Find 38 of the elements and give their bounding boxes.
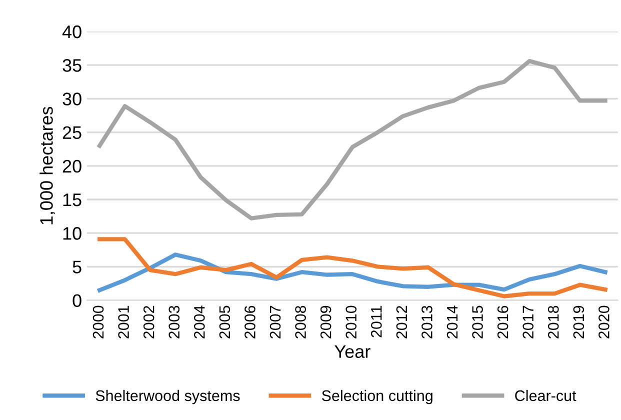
y-tick-label: 30: [62, 92, 82, 106]
x-tick-label: 2009: [320, 306, 332, 338]
x-tick-label: 2018: [548, 306, 559, 338]
x-tick-label: 2006: [244, 306, 256, 338]
y-tick-label: 10: [63, 227, 82, 240]
y-tick-label: 40: [62, 25, 82, 38]
y-tick-label: 0: [72, 294, 82, 308]
x-tick-label: 2011: [370, 306, 382, 338]
y-tick-label: 20: [62, 160, 82, 173]
x-tick-label: 2003: [168, 306, 180, 338]
x-tick-label: 2002: [143, 306, 154, 338]
legend-label: Selection cutting: [322, 390, 432, 404]
y-tick-label: 5: [72, 260, 82, 274]
y-tick-label: 25: [62, 126, 82, 140]
legend-label: Shelterwood systems: [96, 390, 240, 404]
x-tick-label: 2020: [598, 306, 610, 338]
x-tick-label: 2005: [219, 306, 230, 338]
x-tick-label: 2019: [573, 306, 584, 338]
x-tick-label: 2012: [396, 306, 408, 338]
x-tick-label: 2017: [522, 306, 534, 338]
y-tick-label: 15: [63, 194, 82, 206]
x-tick-label: 2010: [346, 306, 357, 338]
x-tick-label: 2004: [194, 306, 205, 338]
x-tick-label: 2014: [446, 306, 458, 338]
line-series: [97, 252, 608, 292]
x-tick-label: 2007: [270, 306, 281, 338]
x-tick-label: 2015: [472, 306, 483, 338]
y-tick-label: 35: [62, 59, 82, 72]
line-series: [97, 237, 608, 298]
x-tick-label: 2008: [295, 306, 306, 338]
x-tick-label: 2000: [92, 306, 104, 338]
line-series: [97, 58, 608, 220]
legend-label: Clear-cut: [515, 390, 576, 402]
y-axis-title: 1,000 hectares: [40, 106, 56, 224]
x-tick-label: 2001: [118, 306, 129, 338]
x-axis-title: Year: [334, 345, 370, 358]
x-tick-label: 2016: [497, 306, 508, 338]
x-tick-label: 2013: [422, 306, 432, 338]
